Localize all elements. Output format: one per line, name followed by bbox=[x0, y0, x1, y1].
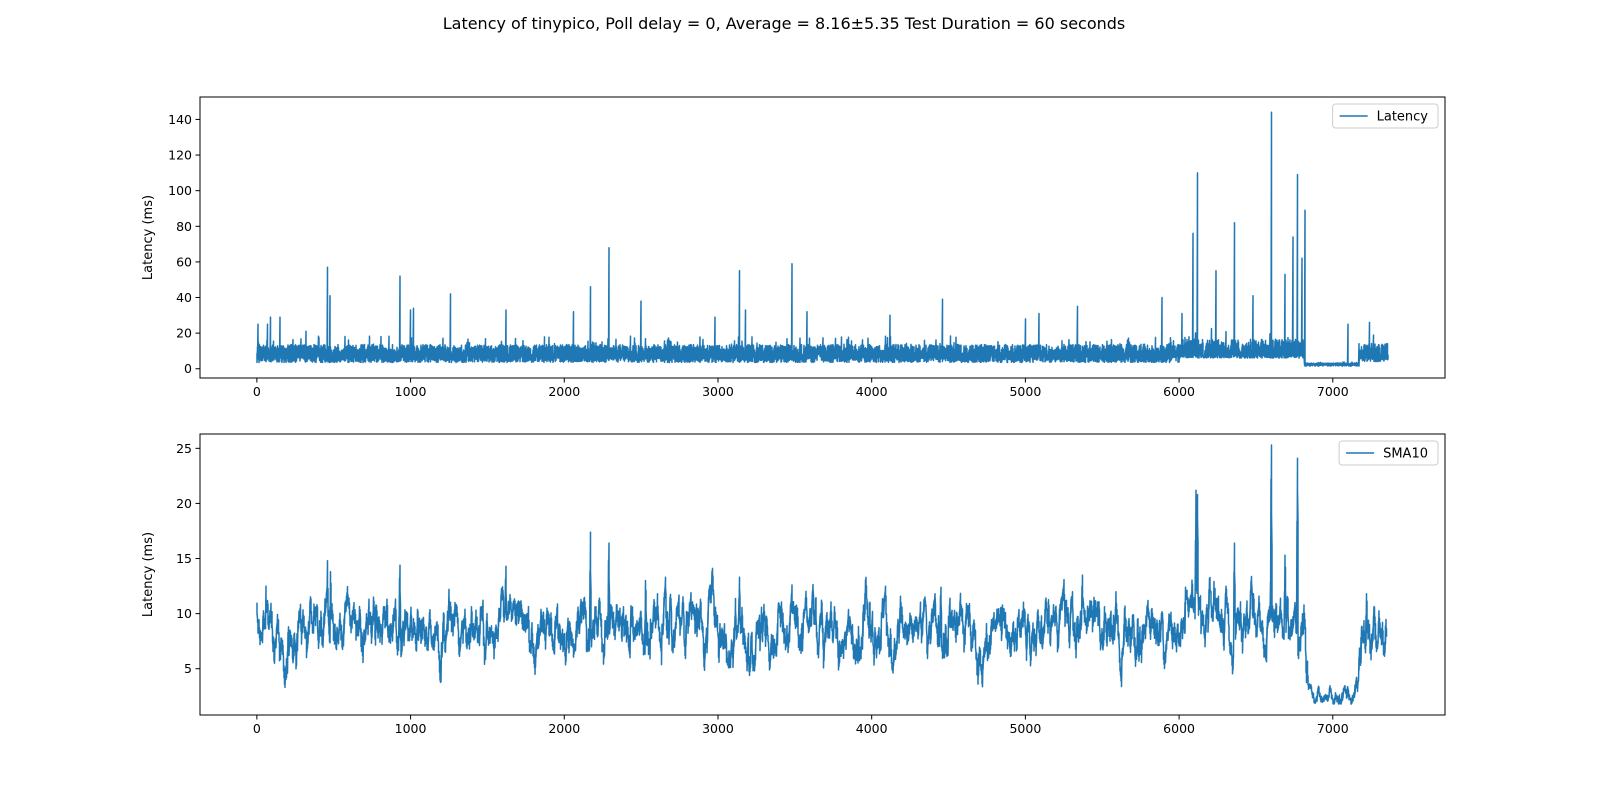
x-tick-label: 6000 bbox=[1163, 384, 1195, 399]
x-tick-label: 0 bbox=[253, 721, 261, 736]
latency-panel: 0 1000 2000 3000 4000 5000 6000 7000 0 20 40 60 80 10… bbox=[141, 96, 1446, 399]
x-tick-label: 7000 bbox=[1317, 721, 1349, 736]
y-tick-label: 10 bbox=[176, 606, 192, 621]
axes-frame bbox=[199, 433, 1446, 716]
y-tick-label: 5 bbox=[184, 661, 192, 676]
series-line-sma10 bbox=[256, 444, 1388, 705]
x-tick-label: 1000 bbox=[395, 721, 427, 736]
figure-title: Latency of tinypico, Poll delay = 0, Ave… bbox=[443, 14, 1126, 33]
sma10-panel: 0 1000 2000 3000 4000 5000 6000 7000 5 10 15 20 25 La… bbox=[141, 433, 1446, 736]
y-tick-label: 140 bbox=[168, 112, 192, 127]
axes-frame bbox=[199, 96, 1446, 379]
legend-label: Latency bbox=[1377, 110, 1429, 125]
y-tick-label: 40 bbox=[176, 290, 192, 305]
x-tick-label: 7000 bbox=[1317, 384, 1349, 399]
x-tick-label: 6000 bbox=[1163, 721, 1195, 736]
y-tick-label: 80 bbox=[176, 219, 192, 234]
x-tick-label: 5000 bbox=[1009, 721, 1041, 736]
y-tick-label: 120 bbox=[168, 148, 192, 163]
x-tick-label: 4000 bbox=[856, 721, 888, 736]
legend-label: SMA10 bbox=[1383, 447, 1428, 462]
y-tick-label: 20 bbox=[176, 496, 192, 511]
y-tick-label: 25 bbox=[176, 441, 192, 456]
y-tick-label: 0 bbox=[184, 361, 192, 376]
y-tick-label: 20 bbox=[176, 326, 192, 341]
series-line-latency bbox=[256, 111, 1389, 367]
y-tick-label: 15 bbox=[176, 551, 192, 566]
x-tick-label: 3000 bbox=[702, 721, 734, 736]
x-tick-label: 3000 bbox=[702, 384, 734, 399]
legend: Latency bbox=[1332, 103, 1439, 129]
legend-frame bbox=[1338, 440, 1439, 466]
x-tick-label: 5000 bbox=[1009, 384, 1041, 399]
x-tick-label: 1000 bbox=[395, 384, 427, 399]
legend-frame bbox=[1332, 103, 1439, 129]
y-tick-label: 100 bbox=[168, 183, 192, 198]
x-tick-label: 2000 bbox=[548, 384, 580, 399]
legend: SMA10 bbox=[1338, 440, 1439, 466]
y-tick-label: 60 bbox=[176, 254, 192, 269]
y-axis-label: Latency (ms) bbox=[141, 532, 156, 617]
x-tick-label: 4000 bbox=[856, 384, 888, 399]
x-tick-label: 2000 bbox=[548, 721, 580, 736]
y-axis-label: Latency (ms) bbox=[141, 195, 156, 280]
x-tick-label: 0 bbox=[253, 384, 261, 399]
